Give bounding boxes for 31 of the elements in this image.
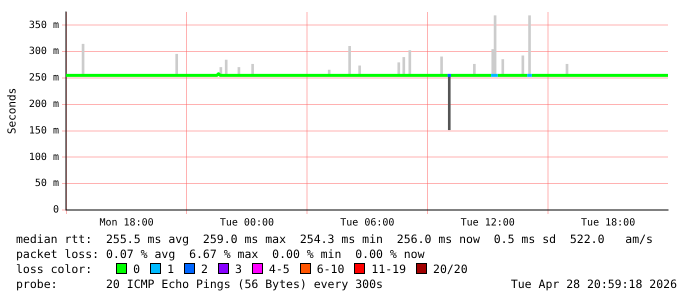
bar (82, 44, 84, 76)
bar (494, 15, 496, 76)
legend-label: 11-19 (371, 262, 406, 276)
legend-title: loss color: (16, 262, 92, 276)
x-tick-label: Tue 00:00 (220, 218, 274, 229)
bar (528, 15, 531, 76)
legend-label: 4-5 (268, 262, 290, 276)
x-tick-label: Mon 18:00 (99, 218, 154, 229)
y-tick-label: 300 m (28, 46, 59, 58)
x-tick-label: Tue 12:00 (460, 218, 515, 229)
y-tick-label: 350 m (28, 20, 59, 31)
legend-label: 20/20 (433, 262, 468, 276)
bar (448, 75, 451, 130)
text: Tue Apr 28 20:59:18 2026 (510, 277, 677, 292)
legend-label: 2 (201, 262, 208, 276)
legend-label: 6-10 (316, 262, 344, 276)
legend-label: 0 (133, 262, 140, 276)
legend-label: 1 (167, 262, 174, 276)
text: probe: 20 ICMP Echo Pings (56 Bytes) every 300s (16, 277, 383, 292)
y-tick-label: 100 m (28, 152, 59, 163)
text: median rtt: 255.5 ms avg 259.0 ms max 254.3 ms min 256.0 ms now 0.5 ms sd 522.0 am/s (16, 232, 654, 247)
y-tick-label: 50 m (34, 178, 59, 190)
text: packet loss: 0.07 % avg 6.67 % max 0.00 % min 0.00 % now (16, 247, 426, 262)
y-tick-label: 150 m (28, 125, 59, 136)
y-tick-label: 200 m (28, 98, 59, 110)
y-axis-title: Seconds (5, 88, 18, 134)
y-tick-label: 0 (52, 204, 59, 216)
x-tick-label: Tue 18:00 (581, 218, 636, 229)
y-tick-label: 250 m (28, 72, 59, 84)
x-tick-label: Tue 06:00 (340, 218, 394, 229)
legend-label: 3 (234, 262, 242, 276)
